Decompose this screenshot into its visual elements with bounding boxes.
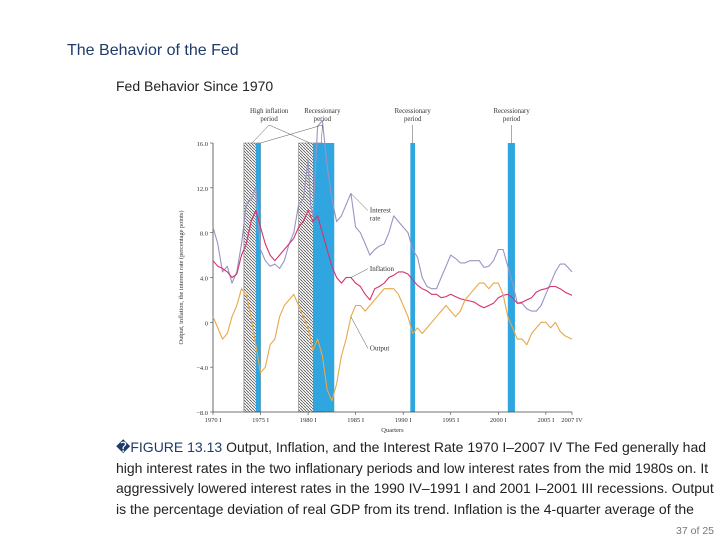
period-leader-line [321,124,323,144]
y-tick-label: −4.0 [196,365,208,372]
y-tick-label: −8.0 [196,410,208,417]
chart-heading: Fed Behavior Since 1970 [116,78,274,94]
series-label-interest-rate: Interest rate [370,206,391,222]
recession-band-1 [312,143,335,412]
recession-band-2 [410,143,416,412]
shaded-periods [243,142,515,413]
y-axis-title: Output, inflation, the interest rate (pe… [178,211,185,345]
series-label-inflation: Inflation [370,265,395,273]
x-tick-label: 1975 I [252,417,269,424]
x-tick-label: 1970 I [205,417,222,424]
figure-caption: �FIGURE 13.13 Output, Inflation, and the… [116,437,716,519]
period-leader-line [269,124,311,144]
period-label-line: period [314,116,332,123]
figure-label: FIGURE 13.13 [130,439,223,455]
chart-labels: Interest rate Inflation Output High inflatio… [250,108,530,352]
period-leader-line [251,124,270,144]
y-tick-label: 4.0 [200,276,208,283]
y-tick-label: 12.0 [197,186,208,193]
series-line-output [212,282,573,402]
series-line-inflation [212,209,573,309]
series-label-word: rate [370,214,381,222]
period-label-line: period [503,116,521,123]
slide-title: The Behavior of the Fed [67,42,239,59]
x-tick-label: 1990 I [395,417,412,424]
x-tick-label: 2000 I [490,417,507,424]
period-label-line: Recessionary [304,108,341,115]
series-leader-line [350,316,369,349]
period-label: Recessionary period [493,108,530,123]
period-label: Recessionary period [304,108,341,123]
series-leader-line [350,193,369,211]
y-tick-label: 8.0 [200,231,208,238]
figure-glyph: � [116,439,131,455]
period-label: High inflation period [250,108,289,123]
x-tick-label: 2007 IV [561,417,583,424]
period-label: Recessionary period [395,108,432,123]
x-tick-label: 1995 I [442,417,459,424]
period-label-line: period [260,116,278,123]
figure-title: Output, Inflation, and the Interest Rate… [226,439,563,455]
series-line-interest-rate [212,120,573,312]
page-number: 37 of 25 [674,525,714,537]
recession-band-0 [255,143,261,412]
y-tick-label: 0 [205,320,208,327]
figure-body: The Fed generally had high interest rate… [116,439,714,517]
series-label-word: Interest [370,206,391,214]
x-axis-title: Quarters [381,427,404,434]
page-current: 37 [676,525,688,537]
period-leader-line [260,124,323,144]
x-tick-label: 2005 I [537,417,554,424]
series-label-output: Output [370,344,390,352]
period-label-line: period [404,116,422,123]
series-leader-line [350,268,369,278]
series-lines [212,120,573,402]
page-of: of [690,525,700,537]
y-tick-label: 16.0 [197,141,208,148]
period-label-line: Recessionary [493,108,530,115]
period-label-line: Recessionary [395,108,432,115]
x-tick-label: 1980 I [300,417,317,424]
page-total: 25 [702,525,714,537]
period-label-line: High inflation [250,108,289,115]
x-tick-label: 1985 I [347,417,364,424]
